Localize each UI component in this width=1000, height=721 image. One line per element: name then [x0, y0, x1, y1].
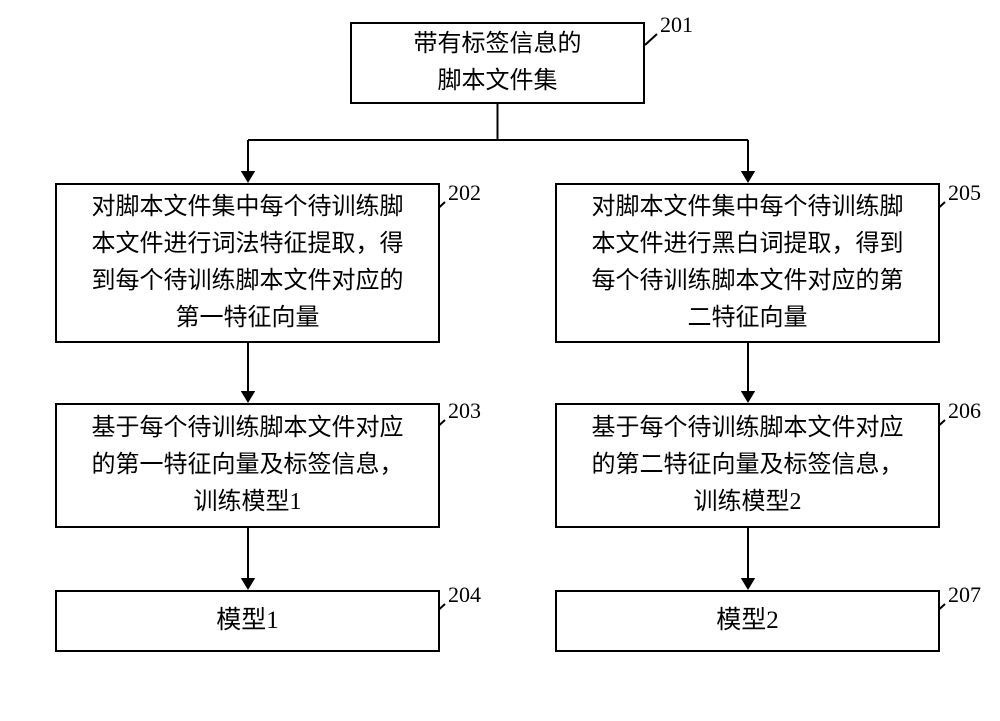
flow-node-text: 模型1: [216, 602, 279, 641]
flowchart-canvas: 带有标签信息的 脚本文件集对脚本文件集中每个待训练脚 本文件进行词法特征提取，得…: [0, 0, 1000, 721]
flow-node-n205: 对脚本文件集中每个待训练脚 本文件进行黑白词提取，得到 每个待训练脚本文件对应的…: [555, 183, 940, 343]
flow-node-n206: 基于每个待训练脚本文件对应 的第二特征向量及标签信息， 训练模型2: [555, 403, 940, 528]
ref-label-203: 203: [448, 398, 481, 424]
ref-label-206: 206: [948, 398, 981, 424]
flow-node-text: 基于每个待训练脚本文件对应 的第一特征向量及标签信息， 训练模型1: [92, 410, 404, 522]
ref-label-204: 204: [448, 582, 481, 608]
ref-label-207: 207: [948, 582, 981, 608]
flow-node-n204: 模型1: [55, 590, 440, 652]
ref-label-202: 202: [448, 180, 481, 206]
flow-node-n207: 模型2: [555, 590, 940, 652]
flow-node-n201: 带有标签信息的 脚本文件集: [350, 22, 645, 104]
flow-node-text: 基于每个待训练脚本文件对应 的第二特征向量及标签信息， 训练模型2: [592, 410, 904, 522]
flow-node-text: 带有标签信息的 脚本文件集: [414, 26, 582, 100]
flow-node-text: 模型2: [716, 602, 779, 641]
ref-label-205: 205: [948, 180, 981, 206]
ref-label-201: 201: [660, 12, 693, 38]
flow-node-n203: 基于每个待训练脚本文件对应 的第一特征向量及标签信息， 训练模型1: [55, 403, 440, 528]
flow-node-text: 对脚本文件集中每个待训练脚 本文件进行黑白词提取，得到 每个待训练脚本文件对应的…: [592, 189, 904, 338]
flow-node-text: 对脚本文件集中每个待训练脚 本文件进行词法特征提取，得 到每个待训练脚本文件对应…: [92, 189, 404, 338]
flow-node-n202: 对脚本文件集中每个待训练脚 本文件进行词法特征提取，得 到每个待训练脚本文件对应…: [55, 183, 440, 343]
